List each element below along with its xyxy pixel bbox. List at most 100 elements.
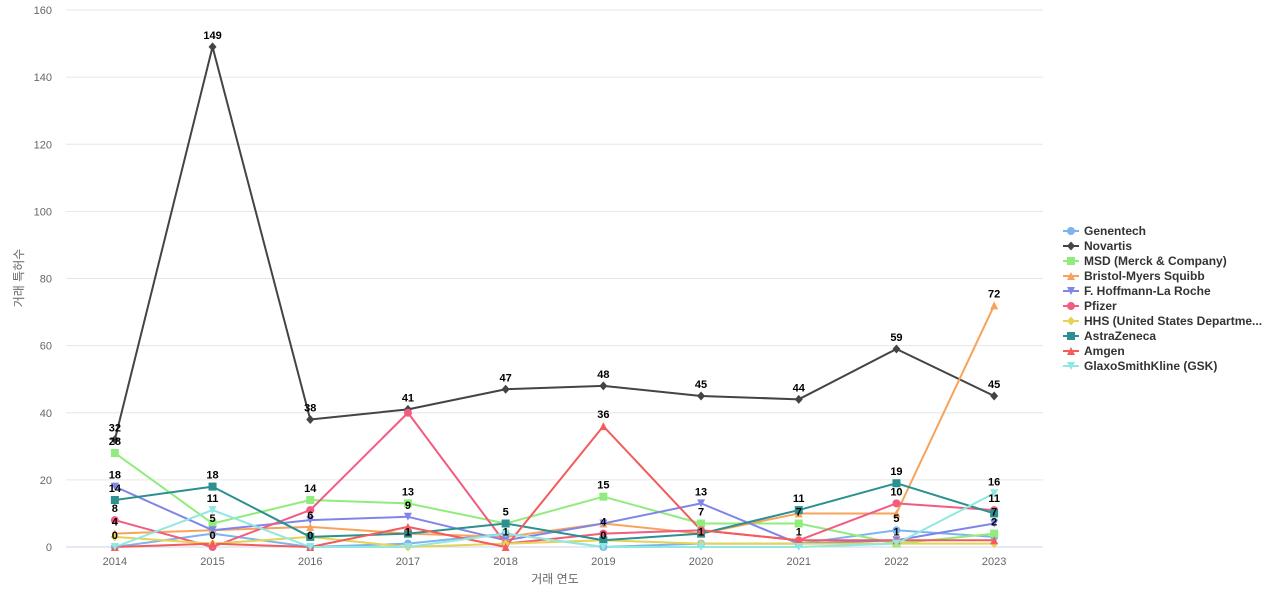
data-point[interactable] [892,344,901,354]
legend-symbol[interactable] [1067,287,1075,295]
data-point[interactable] [501,543,510,551]
series-line[interactable] [114,304,996,538]
data-point[interactable] [990,509,999,518]
legend-symbol[interactable] [1067,257,1075,265]
data-label: 28 [109,436,121,448]
legend-label: Pfizer [1084,299,1117,313]
legend-item[interactable]: Amgen [1063,344,1125,358]
legend-label: Genentech [1084,224,1146,238]
data-point[interactable] [892,479,901,488]
data-point[interactable] [306,516,315,525]
data-point[interactable] [697,499,706,508]
data-point[interactable] [599,422,608,431]
data-point[interactable] [794,543,803,551]
legend-symbol[interactable] [1067,316,1075,326]
data-point[interactable] [599,381,608,391]
data-point[interactable] [990,536,999,545]
x-tick-label: 2019 [591,556,615,568]
series-line[interactable] [113,45,995,440]
series-line[interactable] [114,492,995,548]
data-point[interactable] [208,482,217,491]
data-point[interactable] [208,526,217,535]
data-label: 14 [109,483,122,495]
legend-item[interactable]: F. Hoffmann-La Roche [1063,284,1211,298]
legend-symbol[interactable] [1067,347,1075,355]
data-point[interactable] [110,482,119,491]
legend-item[interactable]: Bristol-Myers Squibb [1063,269,1205,283]
data-point[interactable] [403,522,412,531]
data-point[interactable] [697,543,706,551]
data-point[interactable] [110,435,119,445]
data-point[interactable] [110,516,119,525]
data-point[interactable] [306,522,315,531]
legend-label: MSD (Merck & Company) [1084,254,1227,268]
x-tick-label: 2015 [200,556,224,568]
legend-symbol[interactable] [1067,302,1075,310]
legend-item[interactable]: GlaxoSmithKline (GSK) [1063,359,1217,373]
data-point[interactable] [599,536,608,545]
data-point[interactable] [990,391,999,401]
legend-symbol[interactable] [1067,241,1075,251]
series-lines[interactable] [113,45,996,548]
data-point[interactable] [110,449,119,458]
x-axis: 2014 2015 2016 2017 2018 2019 2020 2021 2022 2023 [103,556,1007,568]
data-point[interactable] [892,539,901,548]
legend-item[interactable]: Pfizer [1063,299,1117,313]
series-markers[interactable] [110,42,999,552]
data-point[interactable] [403,408,412,417]
legend-item[interactable]: AstraZeneca [1063,329,1156,343]
data-point[interactable] [110,543,119,551]
data-point[interactable] [110,532,119,542]
data-point[interactable] [403,512,412,521]
data-point[interactable] [599,492,608,501]
data-point[interactable] [403,529,412,538]
data-point[interactable] [403,499,412,508]
data-point[interactable] [208,519,217,528]
data-point[interactable] [306,506,315,515]
data-point[interactable] [501,529,510,538]
data-point[interactable] [599,519,608,528]
data-point[interactable] [208,42,217,52]
legend-item[interactable]: MSD (Merck & Company) [1063,254,1227,268]
legend-item[interactable]: Novartis [1063,239,1132,253]
data-point[interactable] [990,489,999,498]
data-point[interactable] [990,519,999,528]
data-point[interactable] [403,543,412,551]
data-point[interactable] [892,509,901,518]
legend-symbol[interactable] [1067,332,1075,340]
series-line[interactable] [114,535,995,548]
data-point[interactable] [306,543,315,551]
data-point[interactable] [697,391,706,401]
data-label: 45 [988,379,1000,391]
data-point[interactable] [599,529,608,538]
y-tick-label: 120 [34,139,52,151]
y-tick-label: 100 [34,206,52,218]
data-point[interactable] [306,532,315,541]
data-point[interactable] [208,539,217,548]
legend-symbol[interactable] [1067,362,1075,370]
data-point[interactable] [501,384,510,394]
legend-item[interactable]: HHS (United States Departme... [1063,314,1262,328]
data-point[interactable] [794,519,803,528]
data-point[interactable] [208,506,217,515]
data-point[interactable] [599,543,608,551]
data-point[interactable] [794,394,803,404]
legend-symbol[interactable] [1067,227,1075,235]
data-point[interactable] [794,506,803,515]
data-point[interactable] [794,536,803,545]
series-line[interactable] [114,425,995,548]
data-point[interactable] [892,499,901,508]
data-point[interactable] [697,526,706,535]
data-point[interactable] [110,496,119,505]
data-point[interactable] [306,496,315,505]
data-point[interactable] [306,414,315,424]
series-line[interactable] [114,482,995,542]
data-point[interactable] [990,529,999,538]
data-point[interactable] [990,301,999,310]
data-point[interactable] [892,526,901,535]
legend-symbol[interactable] [1067,272,1075,280]
legend-item[interactable]: Genentech [1063,224,1146,238]
data-point[interactable] [697,519,706,528]
data-point[interactable] [501,519,510,528]
